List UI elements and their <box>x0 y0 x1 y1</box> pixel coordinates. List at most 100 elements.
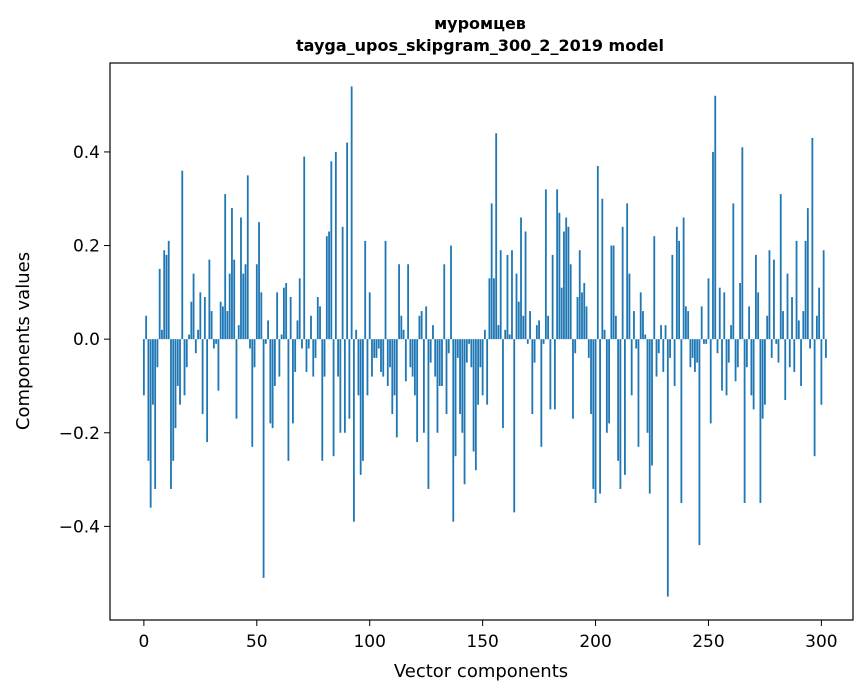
bar-203 <box>601 198 604 340</box>
bar-170 <box>526 339 529 344</box>
bar-65 <box>289 297 292 340</box>
bar-88 <box>341 226 344 340</box>
bar-171 <box>529 311 531 340</box>
bar-165 <box>515 273 518 340</box>
bar-93 <box>353 339 355 522</box>
bar-31 <box>212 339 215 349</box>
bar-25 <box>199 292 202 340</box>
bar-80 <box>323 339 326 377</box>
bar-11 <box>167 240 170 340</box>
bar-52 <box>260 292 263 340</box>
bar-70 <box>301 339 303 349</box>
bar-205 <box>605 339 608 433</box>
bar-134 <box>445 339 448 415</box>
y-tick-label: −0.4 <box>59 517 100 537</box>
bar-109 <box>389 339 391 368</box>
bar-282 <box>779 194 782 340</box>
bar-288 <box>793 339 796 372</box>
bar-132 <box>441 339 443 386</box>
bar-236 <box>675 226 678 340</box>
bar-300 <box>820 339 823 405</box>
bar-194 <box>581 292 583 340</box>
bar-185 <box>560 287 563 340</box>
bar-85 <box>334 151 337 340</box>
bar-81 <box>325 236 328 340</box>
bar-206 <box>608 339 610 424</box>
bar-232 <box>666 339 669 597</box>
bar-20 <box>188 334 190 340</box>
bar-281 <box>777 339 780 363</box>
bar-12 <box>170 339 172 489</box>
bar-278 <box>770 339 773 358</box>
bar-163 <box>511 250 513 340</box>
bar-193 <box>578 250 581 340</box>
bar-247 <box>700 306 703 340</box>
bar-263 <box>736 339 739 368</box>
bar-184 <box>558 212 561 340</box>
bar-218 <box>635 339 638 349</box>
bar-162 <box>508 334 511 340</box>
bar-129 <box>434 339 437 377</box>
bar-285 <box>786 273 789 340</box>
bar-86 <box>337 339 339 377</box>
y-tick-label: 0.4 <box>73 143 100 163</box>
bar-144 <box>468 339 470 344</box>
bar-294 <box>806 208 809 340</box>
bar-103 <box>375 339 378 358</box>
bar-260 <box>730 325 732 340</box>
bar-101 <box>371 339 373 377</box>
bar-230 <box>662 339 665 372</box>
bar-60 <box>278 339 281 377</box>
bar-198 <box>590 339 592 415</box>
bar-147 <box>474 339 477 471</box>
bar-146 <box>472 339 475 452</box>
bar-97 <box>362 339 364 461</box>
bar-201 <box>596 165 599 340</box>
bar-143 <box>465 339 468 363</box>
bar-202 <box>599 339 601 494</box>
bar-62 <box>282 287 285 340</box>
bar-166 <box>517 301 520 340</box>
bar-104 <box>377 339 380 349</box>
bar-100 <box>368 292 371 340</box>
bar-33 <box>217 339 220 391</box>
bar-299 <box>818 287 821 340</box>
bar-8 <box>161 329 163 340</box>
bar-133 <box>443 264 446 340</box>
bar-152 <box>486 339 489 405</box>
bar-234 <box>671 254 674 340</box>
bar-222 <box>644 334 647 340</box>
y-tick-label: −0.2 <box>59 424 100 444</box>
bar-215 <box>628 273 631 340</box>
bar-141 <box>461 339 464 433</box>
bar-32 <box>215 339 218 344</box>
bar-240 <box>684 306 687 340</box>
bar-71 <box>303 156 306 340</box>
bar-106 <box>382 339 385 377</box>
x-tick-label: 200 <box>579 632 611 652</box>
bar-128 <box>432 325 434 340</box>
bar-89 <box>343 339 346 433</box>
bar-26 <box>201 339 204 415</box>
bar-116 <box>404 339 407 382</box>
bar-66 <box>292 339 294 424</box>
bar-127 <box>429 339 432 363</box>
bar-91 <box>348 339 351 419</box>
bar-139 <box>456 339 459 358</box>
bar-220 <box>639 292 642 340</box>
bar-119 <box>411 339 414 377</box>
bar-214 <box>626 203 629 340</box>
bar-172 <box>531 339 534 415</box>
bar-136 <box>450 245 452 340</box>
bar-178 <box>544 189 547 340</box>
bar-131 <box>438 339 441 386</box>
bar-112 <box>395 339 398 438</box>
x-tick-label: 0 <box>138 632 149 652</box>
bar-148 <box>477 339 480 405</box>
bar-96 <box>359 339 362 475</box>
bar-246 <box>698 339 701 546</box>
bar-275 <box>764 339 766 405</box>
bar-254 <box>716 339 719 354</box>
bar-48 <box>251 339 254 447</box>
bar-228 <box>657 339 660 354</box>
